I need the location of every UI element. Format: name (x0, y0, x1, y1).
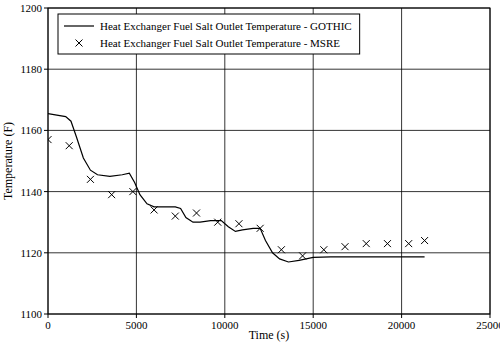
y-tick-label: 1120 (20, 247, 42, 259)
x-tick-label: 5000 (125, 319, 148, 331)
msre-point (87, 176, 94, 183)
legend-swatch (76, 40, 83, 47)
msre-point (384, 240, 391, 247)
msre-point (66, 142, 73, 149)
msre-point (235, 220, 242, 227)
y-tick (44, 130, 48, 131)
legend-label: Heat Exchanger Fuel Salt Outlet Temperat… (100, 20, 352, 32)
y-axis-label: Temperature (F) (1, 122, 15, 200)
y-grid-line (48, 69, 490, 70)
legend-box (58, 14, 360, 54)
x-tick (136, 314, 137, 318)
y-tick (44, 69, 48, 70)
y-tick-label: 1200 (20, 2, 43, 14)
y-tick (44, 314, 48, 315)
msre-point (421, 237, 428, 244)
y-tick (44, 252, 48, 253)
x-tick (224, 314, 225, 318)
msre-point (108, 191, 115, 198)
msre-point (278, 246, 285, 253)
msre-point (129, 188, 136, 195)
msre-point (193, 210, 200, 217)
y-grid-line (48, 130, 490, 131)
grid (48, 8, 490, 314)
x-axis-label: Time (s) (249, 328, 290, 342)
y-tick-label: 1100 (20, 308, 42, 320)
legend-label: Heat Exchanger Fuel Salt Outlet Temperat… (100, 37, 340, 49)
gothic-line (48, 114, 425, 262)
msre-point (214, 219, 221, 226)
legend-swatch (64, 25, 94, 26)
x-tick (490, 314, 491, 318)
x-grid-line (401, 8, 402, 314)
chart: 0 5000 10000 15000 20000 25000 1100 1120 1140 116… (0, 0, 500, 345)
data (48, 114, 428, 262)
y-grid-line (48, 252, 490, 253)
msre-point (363, 240, 370, 247)
background (0, 0, 500, 345)
x-tick (48, 314, 49, 318)
msre-point (48, 136, 52, 143)
y-tick (44, 8, 48, 9)
x-tick (401, 314, 402, 318)
msre-point (172, 213, 179, 220)
y-tick-label: 1140 (20, 186, 42, 198)
msre-point (320, 246, 327, 253)
plot-frame (48, 8, 490, 314)
msre-point (257, 225, 264, 232)
x-tick-label: 0 (45, 319, 51, 331)
legend: Heat Exchanger Fuel Salt Outlet Temperat… (58, 14, 360, 54)
x-tick (313, 314, 314, 318)
x-tick-label: 25000 (476, 319, 500, 331)
y-tick (44, 191, 48, 192)
msre-point (342, 243, 349, 250)
msre-point (151, 206, 158, 213)
x-tick-label: 10000 (211, 319, 239, 331)
x-tick-label: 20000 (388, 319, 416, 331)
x-tick-label: 15000 (299, 319, 327, 331)
msre-point (405, 240, 412, 247)
y-tick-label: 1180 (20, 63, 42, 75)
y-tick-label: 1160 (20, 124, 42, 136)
msre-point (299, 252, 306, 259)
